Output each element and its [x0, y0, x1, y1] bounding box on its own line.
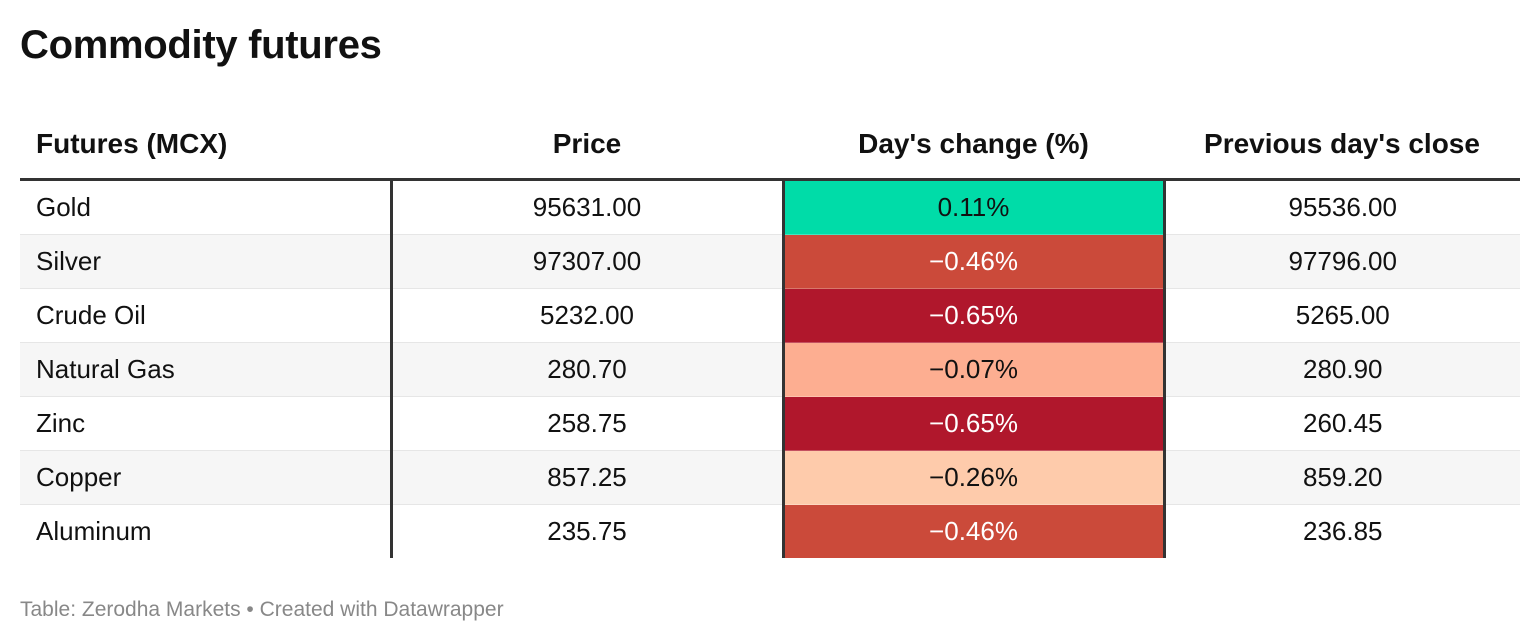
cell-futures-name: Silver — [20, 234, 391, 289]
cell-days-change: −0.46% — [781, 234, 1166, 289]
cell-price: 5232.00 — [389, 288, 783, 343]
cell-days-change: −0.07% — [781, 342, 1166, 397]
cell-price: 95631.00 — [389, 179, 783, 235]
table-row: Natural Gas 280.70 −0.07% 280.90 — [20, 342, 1520, 397]
cell-previous-close: 97796.00 — [1164, 234, 1520, 289]
cell-days-change: −0.26% — [781, 450, 1166, 505]
cell-previous-close: 859.20 — [1164, 450, 1520, 505]
cell-price: 280.70 — [389, 342, 783, 397]
cell-futures-name: Aluminum — [36, 516, 152, 546]
cell-price: 258.75 — [389, 396, 783, 451]
cell-futures-name: Copper — [20, 450, 391, 505]
cell-days-change: 0.11% — [781, 179, 1166, 235]
column-header-futures[interactable]: Futures (MCX) — [20, 110, 391, 181]
table-row: Crude Oil 5232.00 −0.65% 5265.00 — [20, 288, 1520, 343]
column-header-previous-close[interactable]: Previous day's close — [1164, 110, 1520, 181]
cell-days-change: −0.65% — [781, 288, 1166, 343]
commodity-futures-table: Futures (MCX) Price Day's change (%) Pre… — [20, 110, 1520, 558]
cell-days-change: −0.65% — [781, 396, 1166, 451]
column-header-price[interactable]: Price — [391, 110, 783, 181]
cell-previous-close: 95536.00 — [1164, 179, 1520, 235]
source-footer: Table: Zerodha Markets • Created with Da… — [20, 598, 504, 621]
cell-price: 97307.00 — [389, 234, 783, 289]
cell-previous-close: 5265.00 — [1164, 288, 1520, 343]
cell-previous-close: 280.90 — [1164, 342, 1520, 397]
cell-previous-close: 236.85 — [1302, 516, 1383, 546]
cell-days-change: −0.46% — [781, 504, 1166, 558]
cell-futures-name: Gold — [20, 179, 391, 235]
table-row: Aluminum 235.75 −0.46% 236.85 — [20, 504, 1520, 558]
cell-futures-name: Crude Oil — [20, 288, 391, 343]
page-title: Commodity futures — [20, 23, 382, 67]
table-row: Copper 857.25 −0.26% 859.20 — [20, 450, 1520, 505]
cell-futures-name: Zinc — [20, 396, 391, 451]
cell-previous-close: 260.45 — [1164, 396, 1520, 451]
column-header-days-change[interactable]: Day's change (%) — [783, 110, 1164, 181]
table-header-row: Futures (MCX) Price Day's change (%) Pre… — [20, 110, 1520, 181]
cell-price: 857.25 — [389, 450, 783, 505]
table-row: Gold 95631.00 0.11% 95536.00 — [20, 179, 1520, 235]
cell-futures-name: Natural Gas — [20, 342, 391, 397]
table-row: Zinc 258.75 −0.65% 260.45 — [20, 396, 1520, 451]
table-row: Silver 97307.00 −0.46% 97796.00 — [20, 234, 1520, 289]
cell-price: 235.75 — [389, 504, 783, 558]
